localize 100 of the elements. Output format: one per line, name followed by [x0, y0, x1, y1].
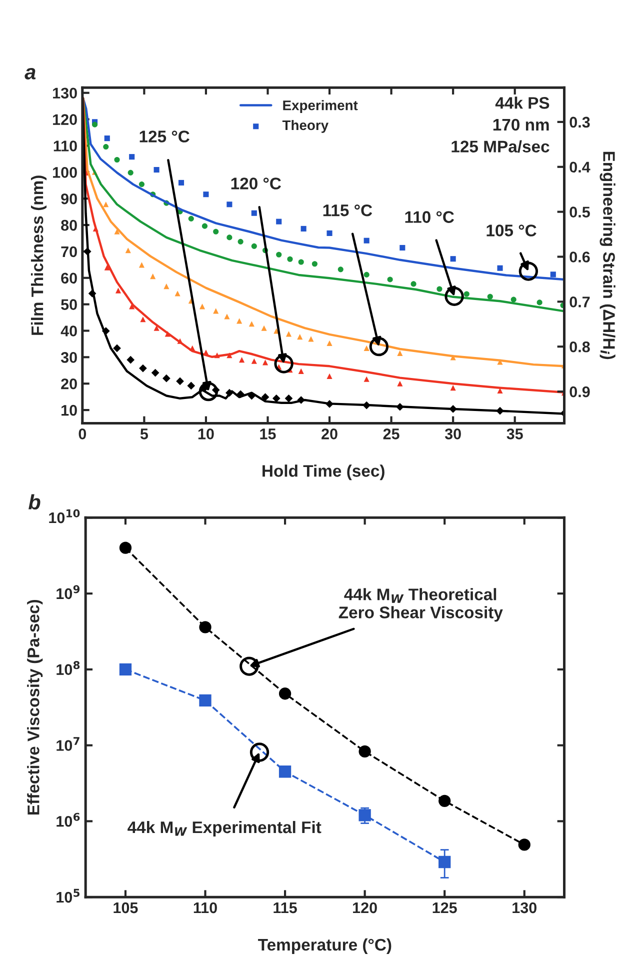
point	[174, 290, 180, 296]
point	[410, 281, 416, 287]
point	[364, 345, 370, 351]
point	[326, 373, 332, 379]
point	[298, 368, 304, 374]
x-tick-label: 115	[274, 902, 297, 914]
y-tick-label: 10$^{8}$	[56, 661, 80, 675]
point	[202, 223, 208, 229]
point	[187, 382, 196, 390]
y2-tick-label: 0.8	[570, 341, 590, 352]
point	[162, 374, 170, 382]
point	[387, 276, 393, 282]
y-tick-label: 10	[62, 404, 77, 416]
point	[358, 809, 371, 822]
point	[178, 180, 184, 186]
point	[326, 230, 332, 236]
annotation: 110 °C	[405, 211, 454, 223]
y2-tick-label: 0.7	[570, 296, 590, 308]
point	[312, 261, 318, 267]
y2-tick-label: 0.9	[570, 386, 590, 398]
annotation: 120 °C	[231, 178, 281, 190]
point	[199, 694, 212, 707]
y-tick-label: 20	[61, 378, 77, 390]
point	[272, 394, 280, 402]
point	[251, 210, 257, 216]
point	[550, 272, 556, 278]
x-tick-label: 35	[506, 428, 523, 440]
x-tick-label: 20	[322, 428, 338, 440]
point	[188, 216, 194, 222]
annotation: 44k M$_{W}$ Experimental Fit	[128, 820, 322, 837]
point	[510, 296, 516, 302]
y-tick-label: 10$^{7}$	[56, 737, 80, 751]
point	[487, 294, 493, 300]
point	[115, 288, 122, 294]
point	[338, 266, 344, 272]
point	[139, 364, 147, 372]
annotation: 44k M$_{W}$ Theoretical Zero Shear Viscosity	[338, 588, 503, 622]
point	[276, 252, 282, 258]
point	[150, 274, 156, 280]
point	[364, 238, 370, 244]
y-tick-label: 10$^{9}$	[56, 585, 80, 600]
point	[261, 393, 270, 402]
x-tick-label: 5	[140, 428, 148, 440]
point	[276, 218, 282, 224]
point	[364, 272, 370, 278]
point	[199, 304, 206, 310]
point	[199, 621, 212, 634]
point	[248, 321, 254, 327]
point	[284, 394, 293, 402]
point	[300, 226, 306, 232]
y-tick-label: 10$^{5}$	[56, 888, 80, 903]
x-tick-label: 25	[383, 428, 400, 440]
point	[497, 265, 503, 271]
y-axis-title: Film Thickness (nm)	[30, 176, 47, 335]
annotation: 125 MPa/sec	[452, 140, 550, 153]
x-tick-label: 10	[198, 428, 214, 440]
point	[203, 192, 209, 198]
point	[464, 291, 470, 297]
point	[436, 286, 442, 292]
x-tick-label: 120	[353, 902, 377, 914]
point	[518, 838, 530, 851]
y-tick-label: 100	[53, 167, 77, 178]
point	[397, 380, 403, 386]
x-tick-label: 130	[512, 902, 536, 914]
point	[92, 122, 98, 128]
point	[113, 344, 121, 352]
y-tick-label: 80	[61, 220, 77, 231]
x-axis-title: Temperature (°C)	[258, 938, 392, 954]
point	[278, 688, 292, 700]
point	[119, 542, 132, 554]
point	[226, 202, 232, 208]
point	[400, 244, 406, 251]
point	[103, 144, 109, 150]
point	[358, 745, 371, 758]
y-tick-label: 30	[60, 352, 77, 363]
point	[536, 300, 542, 306]
point	[326, 340, 332, 346]
x-tick-label: 110	[194, 902, 217, 914]
point	[308, 336, 314, 342]
point	[438, 794, 451, 808]
y2-tick-label: 0.3	[570, 116, 590, 128]
y2-tick-label: 0.4	[570, 162, 590, 173]
y-axis-title: Effective Viscosity (Pa-sec)	[27, 600, 43, 814]
point	[129, 154, 135, 160]
point	[138, 262, 144, 268]
x-tick-label: 125	[432, 902, 457, 914]
point	[114, 156, 120, 163]
point	[397, 350, 403, 356]
point	[286, 331, 292, 337]
point	[298, 259, 304, 265]
point	[364, 376, 370, 382]
y-tick-label: 40	[60, 326, 77, 336]
point	[251, 243, 257, 249]
point	[176, 377, 184, 386]
point	[213, 228, 219, 234]
y-tick-label: 90	[61, 193, 77, 204]
y2-tick-label: 0.5	[570, 206, 590, 218]
chart-title: a	[24, 68, 36, 80]
point	[262, 360, 268, 366]
point	[287, 256, 293, 262]
